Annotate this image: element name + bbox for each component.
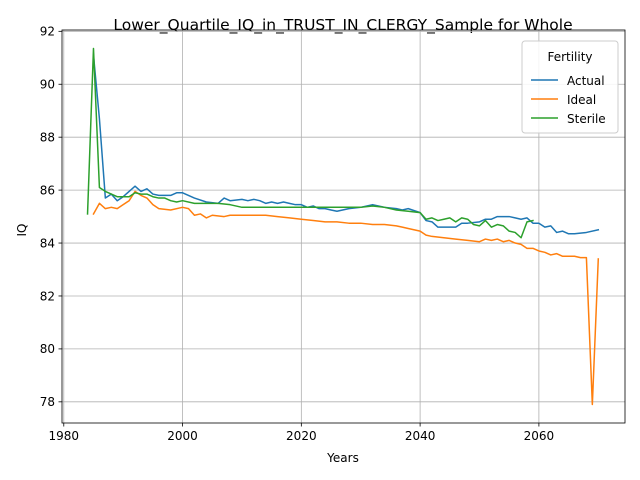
y-tick-label: 86 xyxy=(40,183,55,197)
series-line-ideal xyxy=(92,190,600,406)
x-axis-label: Years xyxy=(326,451,359,465)
y-tick-label: 82 xyxy=(40,289,55,303)
y-tick-label: 78 xyxy=(40,395,55,409)
legend-title: Fertility xyxy=(547,50,592,64)
x-tick-label: 2060 xyxy=(524,429,555,443)
y-axis-label: IQ xyxy=(15,224,29,237)
x-tick-label: 2020 xyxy=(286,429,317,443)
plot-area-frame xyxy=(61,29,626,424)
legend-box xyxy=(521,40,619,134)
axes: 1980 2000 2020 2040 2060 78 80 82 84 86 88 90 92 xyxy=(40,25,554,443)
legend-label-actual: Actual xyxy=(567,74,605,88)
y-tick-label: 88 xyxy=(40,130,55,144)
x-tick-label: 2040 xyxy=(405,429,436,443)
x-tick-label: 1980 xyxy=(49,429,80,443)
legend-label-ideal: Ideal xyxy=(567,93,596,107)
x-tick-label: 2000 xyxy=(167,429,198,443)
y-tick-label: 90 xyxy=(40,78,55,92)
series-line-sterile xyxy=(86,47,534,239)
y-tick-label: 80 xyxy=(40,342,55,356)
legend-label-sterile: Sterile xyxy=(567,112,606,126)
y-tick-label: 92 xyxy=(40,25,55,39)
legend: Fertility Actual Ideal Sterile xyxy=(521,40,619,134)
y-tick-label: 84 xyxy=(40,236,55,250)
series-line-actual xyxy=(92,54,600,235)
series-layer xyxy=(86,47,600,406)
